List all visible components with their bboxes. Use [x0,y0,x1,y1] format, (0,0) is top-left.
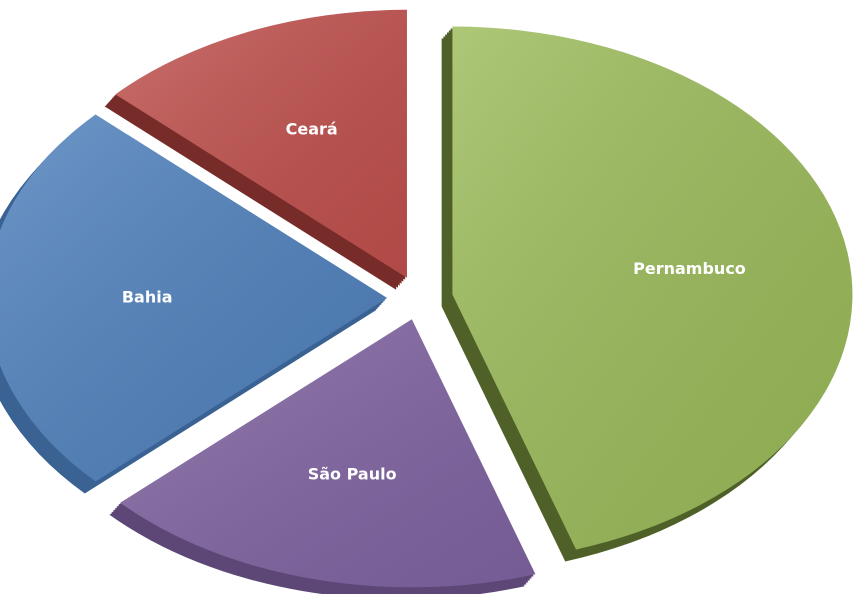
slice-shine [452,26,853,550]
slice-label: Pernambuco [633,259,746,278]
slice-label: Bahia [122,288,173,307]
slice-shine [120,319,536,588]
slice-shine [115,9,407,278]
slice-shine [0,114,388,482]
slice-label: São Paulo [308,465,397,484]
slice-label: Ceará [286,120,338,139]
